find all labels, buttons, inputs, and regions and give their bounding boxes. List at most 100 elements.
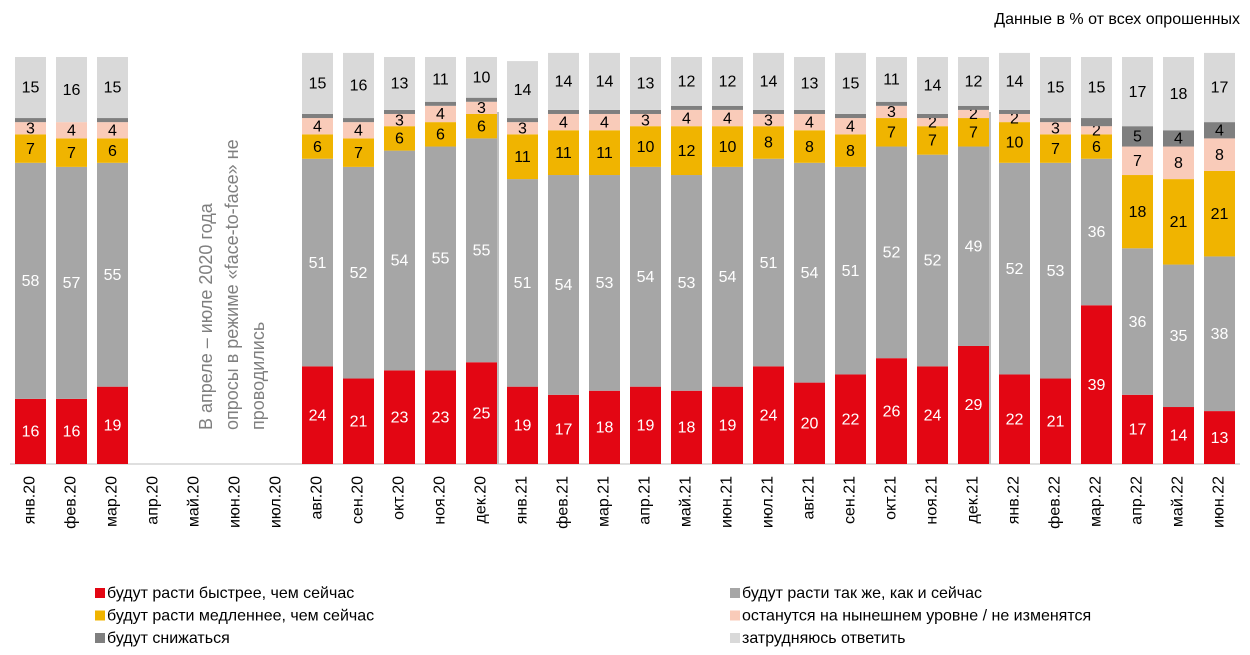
- x-tick-label: сен.21: [842, 476, 859, 524]
- bar-segment: [876, 358, 907, 464]
- x-tick-label: авг.21: [801, 476, 818, 520]
- bar-segment: [630, 166, 661, 387]
- legend-swatch: [730, 610, 740, 621]
- bar-segment: [97, 57, 128, 119]
- data-label: 8: [764, 135, 773, 152]
- data-label: 8: [846, 143, 855, 160]
- bar-segment: [589, 52, 620, 110]
- bar-segment: [589, 113, 620, 131]
- x-tick-label: фев.21: [555, 476, 572, 529]
- data-label: 17: [555, 422, 573, 439]
- bar-segment: [876, 101, 907, 106]
- x-tick-label: июл.21: [760, 476, 777, 528]
- bar-segment: [56, 166, 87, 399]
- data-label: 6: [477, 118, 486, 135]
- bar-segment: [425, 101, 456, 106]
- bar-segment: [630, 57, 661, 110]
- data-label: 4: [108, 122, 117, 139]
- bar-segment: [1204, 52, 1235, 123]
- bar-segment: [999, 162, 1030, 375]
- data-label: 18: [678, 420, 696, 437]
- data-label: 4: [600, 114, 609, 131]
- data-label: 22: [1006, 411, 1024, 428]
- bar-segment: [97, 118, 128, 123]
- bar-segment: [753, 113, 784, 127]
- bar-segment: [958, 345, 989, 464]
- bar-segment: [1163, 57, 1194, 131]
- bar-segment: [1204, 138, 1235, 171]
- bar-segment: [1122, 57, 1153, 127]
- legend-label: будут расти медленнее, чем сейчас: [107, 608, 374, 625]
- legend-label: будут расти быстрее, чем сейчас: [107, 585, 354, 602]
- data-label: 24: [924, 407, 942, 424]
- data-label: 3: [395, 112, 404, 129]
- data-label: 51: [309, 255, 327, 272]
- data-label: 4: [354, 122, 363, 139]
- data-label: 3: [477, 100, 486, 117]
- data-label: 8: [1215, 147, 1224, 164]
- bar-segment: [302, 52, 333, 114]
- data-label: 14: [514, 82, 532, 99]
- bar-segment: [917, 126, 948, 155]
- data-label: 23: [432, 409, 450, 426]
- bar-segment: [507, 118, 538, 123]
- x-tick-label: июл.20: [268, 476, 285, 528]
- data-label: 12: [678, 143, 696, 160]
- bar-segment: [384, 113, 415, 127]
- bar-segment: [15, 134, 46, 163]
- x-tick-label: сен.20: [350, 476, 367, 524]
- bar-segment: [712, 57, 743, 106]
- data-label: 4: [1174, 131, 1183, 148]
- bar-segment: [507, 386, 538, 464]
- x-tick-label: мар.21: [596, 476, 613, 527]
- data-label: 2: [928, 114, 937, 131]
- data-label: 10: [473, 70, 491, 87]
- bar-segment: [302, 366, 333, 464]
- data-label: 15: [104, 80, 122, 97]
- bar-segment: [1122, 394, 1153, 464]
- data-label: 53: [596, 275, 614, 292]
- data-label: 3: [26, 120, 35, 137]
- data-label: 58: [22, 273, 40, 290]
- bar-segment: [466, 97, 497, 102]
- data-label: 12: [965, 74, 983, 91]
- data-label: 15: [22, 80, 40, 97]
- bar-segment: [302, 134, 333, 159]
- x-tick-label: июн.21: [719, 476, 736, 528]
- data-label: 17: [1129, 422, 1147, 439]
- data-label: 17: [1129, 84, 1147, 101]
- data-label: 3: [1051, 120, 1060, 137]
- bar-segment: [1204, 170, 1235, 257]
- annotation: проводились: [248, 322, 268, 430]
- bar-segment: [97, 162, 128, 387]
- bar-segment: [876, 146, 907, 359]
- data-label: 52: [1006, 261, 1024, 278]
- data-label: 54: [555, 277, 573, 294]
- bar-segment: [384, 57, 415, 110]
- data-label: 6: [313, 139, 322, 156]
- bar-segment: [794, 162, 825, 383]
- bar-segment: [343, 378, 374, 464]
- bar-segment: [1122, 126, 1153, 147]
- data-label: 16: [22, 424, 40, 441]
- bar-segment: [466, 113, 497, 139]
- legend-swatch: [95, 633, 105, 643]
- bar-segment: [671, 126, 702, 176]
- bar-segment: [56, 398, 87, 464]
- data-label: 52: [350, 265, 368, 282]
- data-label: 7: [1051, 141, 1060, 158]
- bar-segment: [548, 175, 579, 395]
- bar-segment: [630, 126, 661, 167]
- bar-segment: [343, 166, 374, 379]
- bar-segment: [466, 138, 497, 363]
- bar-segment: [548, 130, 579, 176]
- data-label: 11: [514, 149, 531, 166]
- data-label: 14: [924, 78, 942, 95]
- bar-segment: [753, 366, 784, 464]
- bar-segment: [1163, 264, 1194, 408]
- data-label: 7: [67, 145, 76, 162]
- data-label: 7: [969, 125, 978, 142]
- x-tick-label: май.22: [1170, 476, 1187, 527]
- data-label: 4: [559, 114, 568, 131]
- data-label: 4: [723, 110, 732, 127]
